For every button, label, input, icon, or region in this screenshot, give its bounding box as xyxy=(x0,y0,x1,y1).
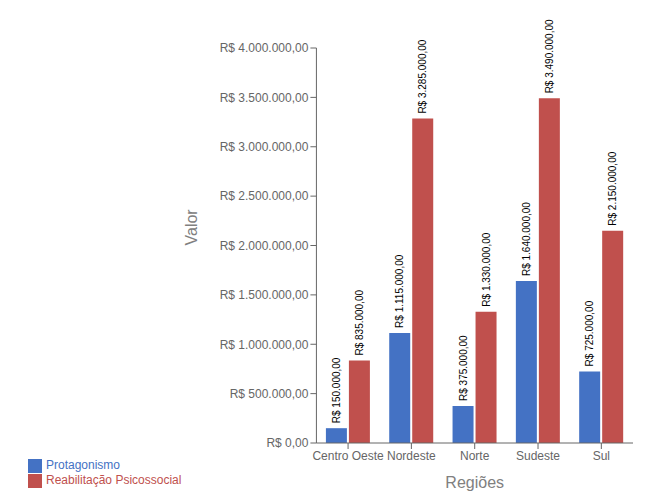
svg-text:R$ 3.000.000,00: R$ 3.000.000,00 xyxy=(220,140,309,154)
svg-text:Centro Oeste: Centro Oeste xyxy=(312,449,384,463)
html-text:Reabilitação Psicossocial: Reabilitação Psicossocial xyxy=(46,473,182,488)
svg-text:Sudeste: Sudeste xyxy=(516,449,560,463)
html-text:Protagonismo: Protagonismo xyxy=(46,458,120,473)
svg-text:R$ 375.000,00: R$ 375.000,00 xyxy=(458,335,469,401)
svg-text:R$ 500.000,00: R$ 500.000,00 xyxy=(230,387,309,401)
svg-text:R$ 150.000,00: R$ 150.000,00 xyxy=(331,357,342,423)
svg-text:R$ 1.500.000,00: R$ 1.500.000,00 xyxy=(220,288,309,302)
svg-text:R$ 725.000,00: R$ 725.000,00 xyxy=(584,300,595,366)
svg-text:R$ 2.500.000,00: R$ 2.500.000,00 xyxy=(220,189,309,203)
svg-text:R$ 1.640.000,00: R$ 1.640.000,00 xyxy=(521,202,532,276)
svg-text:Regiões: Regiões xyxy=(445,474,504,491)
svg-text:Norte: Norte xyxy=(460,449,490,463)
svg-text:R$ 0,00: R$ 0,00 xyxy=(266,436,308,450)
svg-text:R$ 3.490.000,00: R$ 3.490.000,00 xyxy=(544,19,555,93)
svg-text:R$ 835.000,00: R$ 835.000,00 xyxy=(354,289,365,355)
svg-text:Sul: Sul xyxy=(593,449,610,463)
svg-text:R$ 1.115.000,00: R$ 1.115.000,00 xyxy=(394,254,405,328)
svg-text:R$ 4.000.000,00: R$ 4.000.000,00 xyxy=(220,41,309,55)
svg-text:Nordeste: Nordeste xyxy=(387,449,436,463)
svg-text:R$ 2.150.000,00: R$ 2.150.000,00 xyxy=(607,151,618,225)
svg-text:R$ 2.000.000,00: R$ 2.000.000,00 xyxy=(220,239,309,253)
svg-text:Valor: Valor xyxy=(183,209,200,246)
svg-text:R$ 1.330.000,00: R$ 1.330.000,00 xyxy=(481,232,492,306)
svg-text:R$ 1.000.000,00: R$ 1.000.000,00 xyxy=(220,338,309,352)
svg-text:R$ 3.285.000,00: R$ 3.285.000,00 xyxy=(417,39,428,113)
svg-text:R$ 3.500.000,00: R$ 3.500.000,00 xyxy=(220,91,309,105)
